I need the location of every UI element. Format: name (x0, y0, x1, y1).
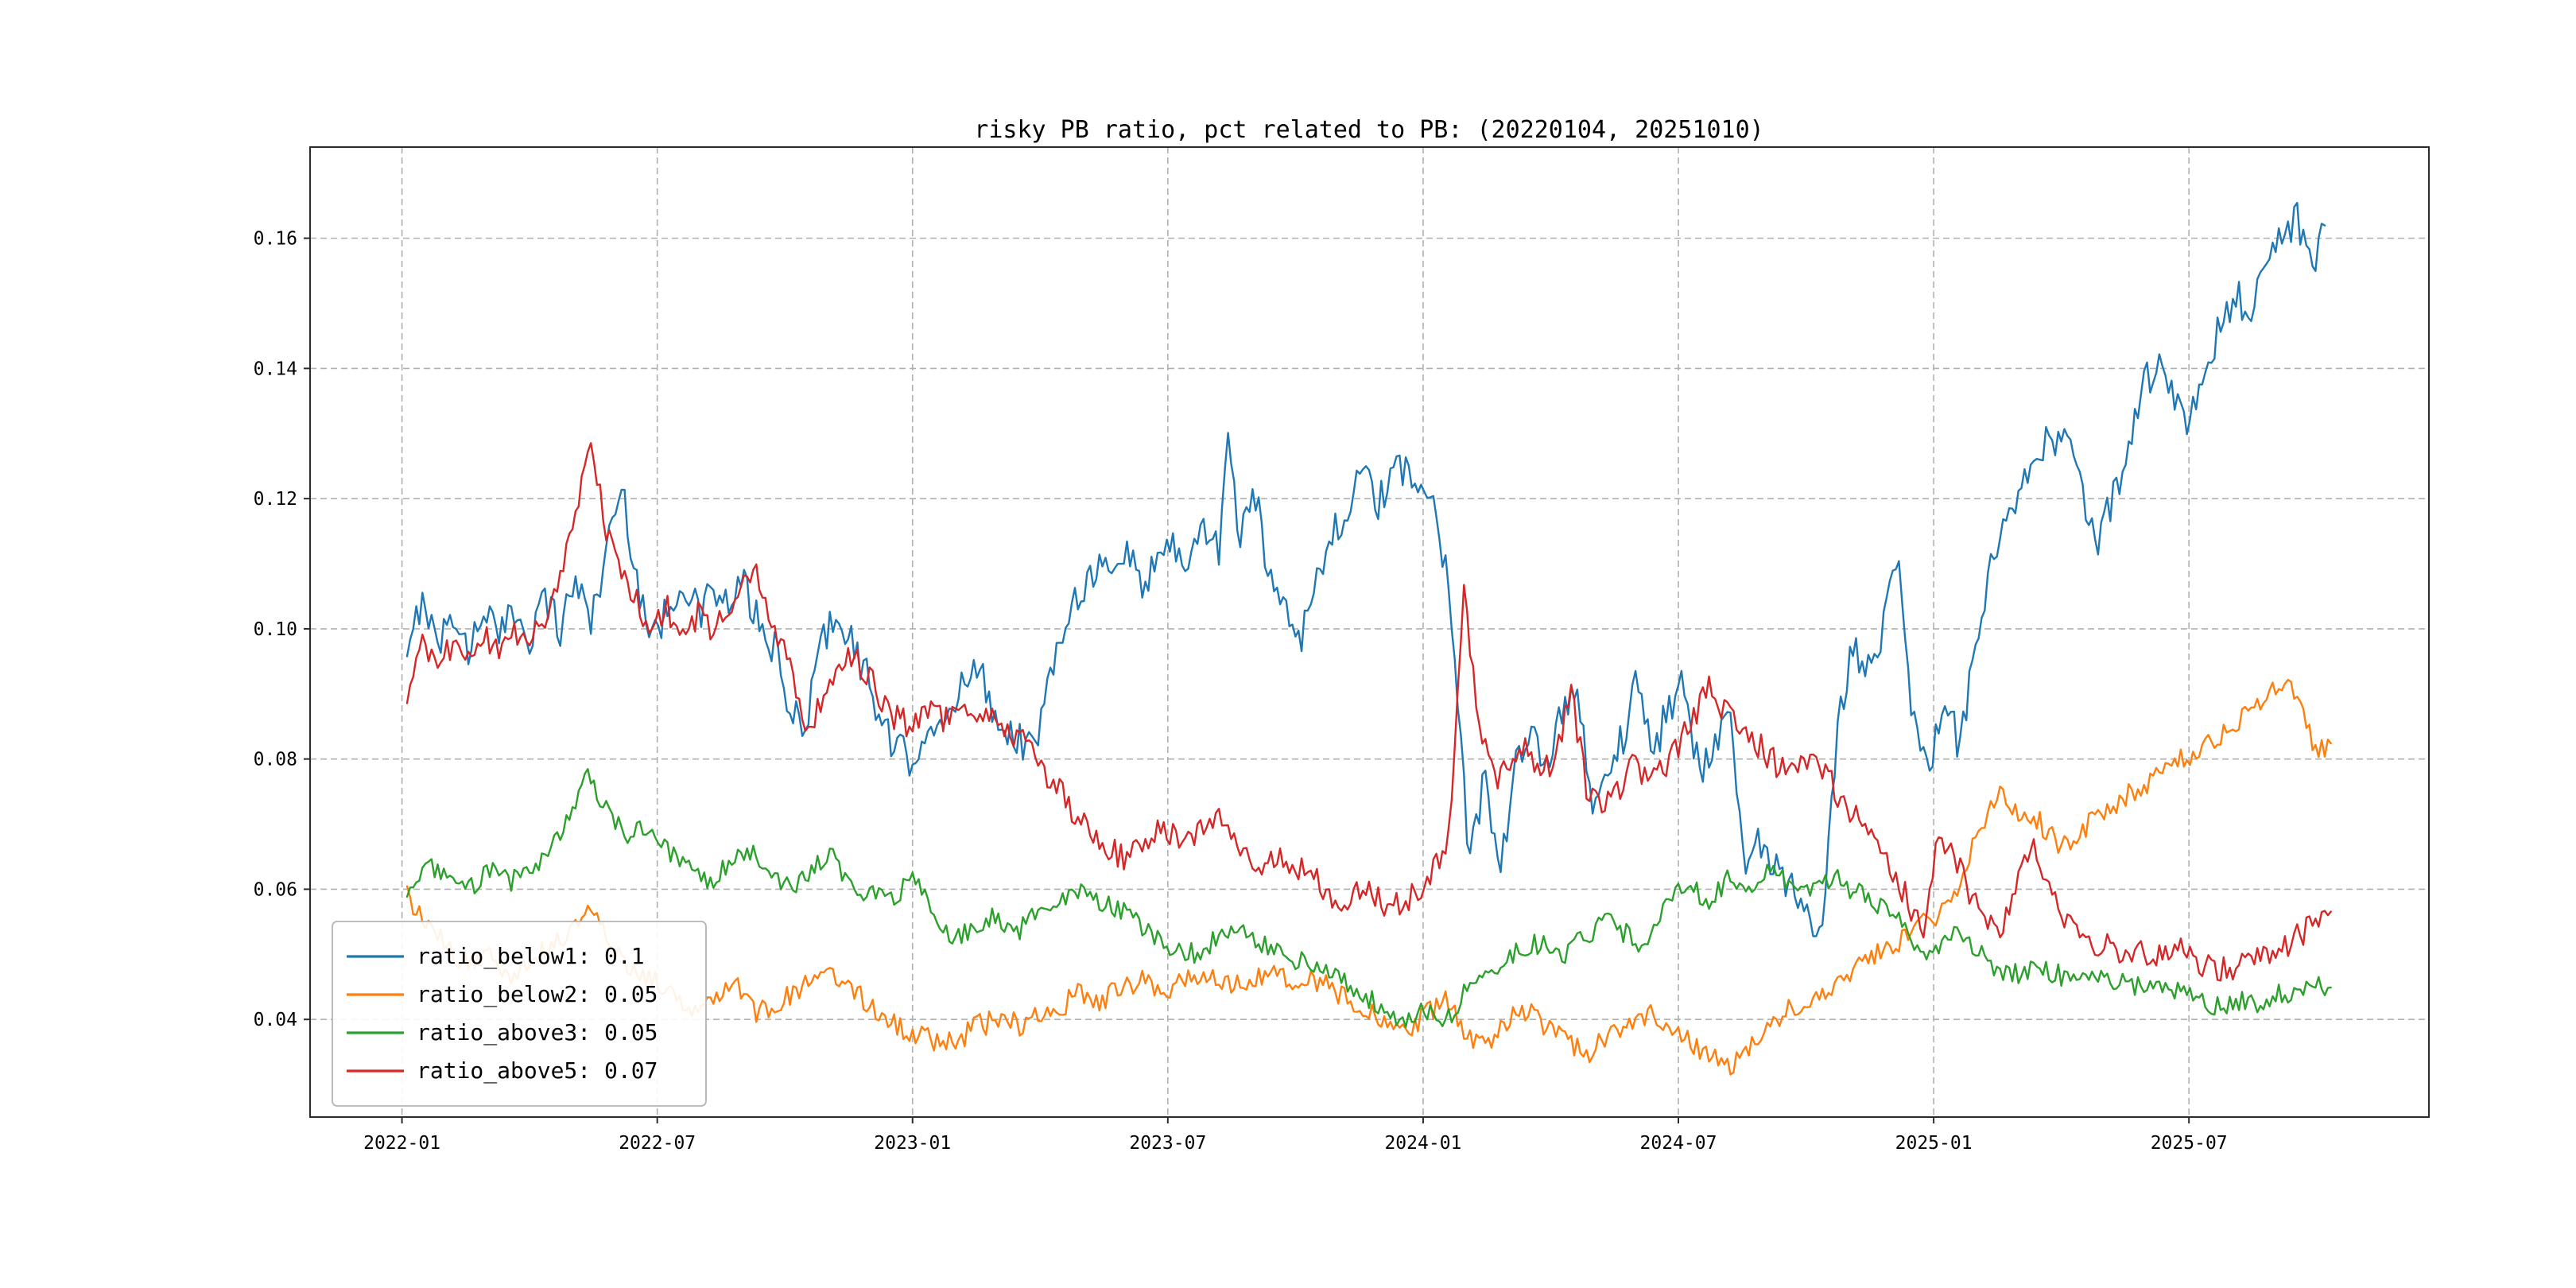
series-line-ratio_above5 (405, 442, 2332, 982)
x-tick-label: 2024-01 (1384, 1133, 1461, 1154)
y-tick-label: 0.04 (254, 1010, 297, 1030)
y-tick-label: 0.08 (254, 750, 297, 770)
legend-label-ratio_above5: ratio_above5: 0.07 (417, 1057, 658, 1084)
y-tick-label: 0.06 (254, 879, 297, 900)
y-tick-label: 0.10 (254, 619, 297, 640)
y-tick-label: 0.12 (254, 489, 297, 510)
x-tick-label: 2022-01 (363, 1133, 440, 1154)
y-tick-label: 0.16 (254, 229, 297, 250)
legend-label-ratio_below2: ratio_below2: 0.05 (417, 981, 658, 1008)
y-tick-label: 0.14 (254, 359, 297, 379)
legend-box (332, 921, 707, 1107)
series-line-ratio_above3 (405, 768, 2332, 1029)
x-tick-label: 2025-07 (2151, 1133, 2228, 1154)
x-tick-label: 2022-07 (619, 1133, 696, 1154)
x-tick-label: 2023-01 (874, 1133, 951, 1154)
tick-labels: 2022-01 2022-07 2023-01 2023-07 2024-01 2024-… (254, 229, 2228, 1154)
legend: ratio_below1: 0.1 ratio_below2: 0.05 ratio… (332, 921, 707, 1107)
legend-label-ratio_above3: ratio_above3: 0.05 (417, 1019, 658, 1046)
chart-title: risky PB ratio, pct related to PB: (2022… (974, 116, 1764, 144)
series-group (405, 201, 2332, 1076)
series-line-ratio_below1 (405, 201, 2326, 937)
legend-label-ratio_below1: ratio_below1: 0.1 (417, 943, 645, 970)
series-line-ratio_below2 (405, 678, 2332, 1076)
x-tick-label: 2025-01 (1895, 1133, 1973, 1154)
x-tick-label: 2023-07 (1129, 1133, 1206, 1154)
axes-border (309, 146, 2430, 1118)
x-tick-label: 2024-07 (1640, 1133, 1717, 1154)
